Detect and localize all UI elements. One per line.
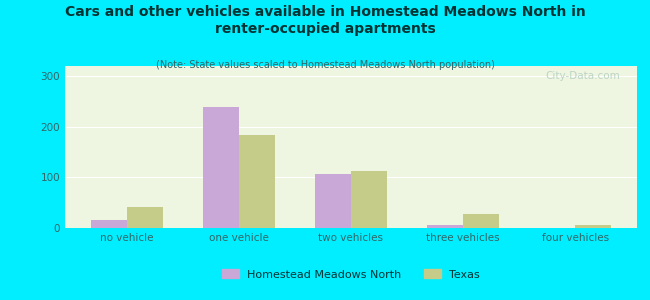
Text: Cars and other vehicles available in Homestead Meadows North in
renter-occupied : Cars and other vehicles available in Hom… xyxy=(64,4,586,36)
Legend: Homestead Meadows North, Texas: Homestead Meadows North, Texas xyxy=(217,265,485,284)
Bar xyxy=(575,225,611,228)
Bar xyxy=(239,135,275,228)
Bar xyxy=(351,171,387,228)
Text: City-Data.com: City-Data.com xyxy=(545,71,620,81)
Bar xyxy=(91,220,127,228)
Bar xyxy=(127,207,162,228)
Bar xyxy=(427,226,463,228)
Bar xyxy=(463,214,499,228)
Bar xyxy=(203,106,239,228)
Text: (Note: State values scaled to Homestead Meadows North population): (Note: State values scaled to Homestead … xyxy=(155,60,495,70)
Bar xyxy=(315,174,351,228)
